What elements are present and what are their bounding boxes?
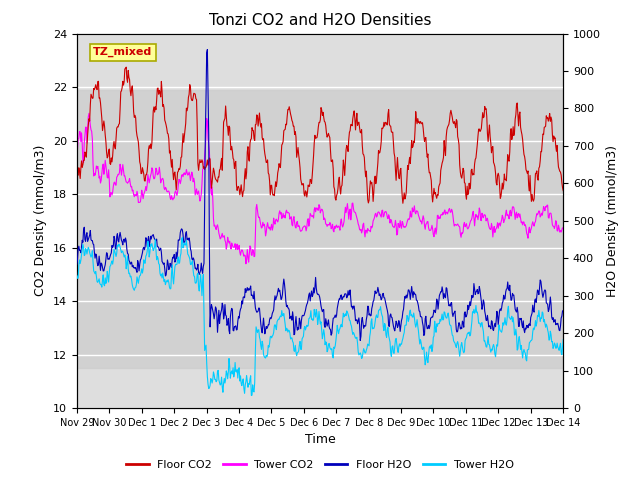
Title: Tonzi CO2 and H2O Densities: Tonzi CO2 and H2O Densities	[209, 13, 431, 28]
Y-axis label: H2O Density (mmol/m3): H2O Density (mmol/m3)	[607, 145, 620, 297]
Legend: Floor CO2, Tower CO2, Floor H2O, Tower H2O: Floor CO2, Tower CO2, Floor H2O, Tower H…	[122, 456, 518, 474]
Text: TZ_mixed: TZ_mixed	[93, 47, 152, 57]
Y-axis label: CO2 Density (mmol/m3): CO2 Density (mmol/m3)	[35, 145, 47, 297]
X-axis label: Time: Time	[305, 433, 335, 446]
Bar	[77, 90, 563, 368]
